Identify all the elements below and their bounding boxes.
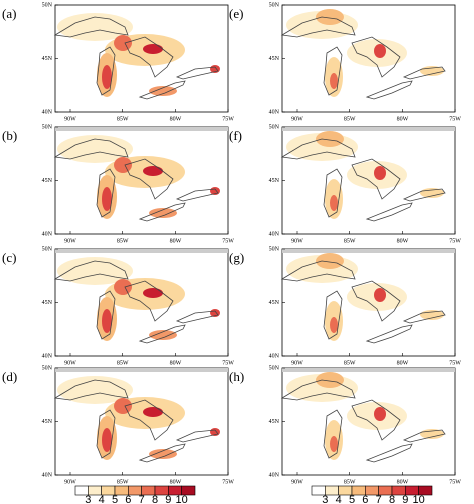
x-tick-label: 80W bbox=[170, 238, 182, 244]
map-panel: 90W 85W 80W 75W 50N 45N 40N bbox=[269, 246, 462, 366]
x-tick-label: 80W bbox=[397, 479, 409, 485]
x-tick-label: 85W bbox=[344, 238, 356, 244]
y-tick-label: 50N bbox=[42, 246, 53, 252]
y-tick-label: 50N bbox=[42, 365, 53, 371]
x-tick-label: 85W bbox=[117, 116, 129, 122]
x-tick-label: 90W bbox=[291, 238, 303, 244]
panel-label: (h) bbox=[229, 369, 244, 384]
y-tick-label: 50N bbox=[269, 2, 280, 8]
x-tick-label: 85W bbox=[117, 479, 129, 485]
map-panel: 90W 85W 80W 75W 50N 45N 40N bbox=[269, 2, 462, 122]
x-tick-label: 90W bbox=[64, 479, 76, 485]
y-tick-label: 40N bbox=[269, 353, 280, 359]
y-tick-label: 45N bbox=[269, 178, 280, 184]
colorbar-label: 10 bbox=[176, 494, 188, 504]
panel-label: (f) bbox=[229, 128, 242, 143]
panel-label: (g) bbox=[229, 250, 244, 265]
colorbar: 3 4 5 6 7 8 9 10 bbox=[311, 485, 433, 504]
colorbar-label: 5 bbox=[349, 494, 355, 504]
x-tick-label: 80W bbox=[397, 360, 409, 366]
colorbar-label: 4 bbox=[336, 494, 342, 504]
y-tick-label: 40N bbox=[42, 109, 53, 115]
y-tick-label: 50N bbox=[269, 365, 280, 371]
x-tick-label: 85W bbox=[117, 238, 129, 244]
y-tick-label: 50N bbox=[269, 124, 280, 130]
map-panel: 90W 85W 80W 75W 50N 45N 40N bbox=[42, 246, 235, 366]
colorbar-box bbox=[181, 485, 196, 496]
x-tick-label: 80W bbox=[170, 360, 182, 366]
x-tick-label: 90W bbox=[291, 479, 303, 485]
colorbar-label: 9 bbox=[165, 494, 171, 504]
x-tick-label: 75W bbox=[449, 360, 461, 366]
y-tick-label: 45N bbox=[42, 178, 53, 184]
x-tick-label: 80W bbox=[397, 116, 409, 122]
panel-label: (b) bbox=[2, 128, 17, 143]
colorbar-label: 7 bbox=[376, 494, 382, 504]
x-tick-label: 90W bbox=[64, 360, 76, 366]
map-panel: 90W 85W 80W 75W 50N 45N 40N bbox=[269, 365, 462, 485]
y-tick-label: 40N bbox=[269, 109, 280, 115]
x-tick-label: 90W bbox=[291, 116, 303, 122]
y-tick-label: 45N bbox=[42, 419, 53, 425]
y-tick-label: 50N bbox=[42, 124, 53, 130]
x-tick-label: 75W bbox=[222, 479, 234, 485]
y-tick-label: 40N bbox=[269, 472, 280, 478]
colorbar-label: 5 bbox=[112, 494, 118, 504]
y-tick-label: 50N bbox=[269, 246, 280, 252]
colorbar-label: 10 bbox=[413, 494, 425, 504]
x-tick-label: 85W bbox=[117, 360, 129, 366]
x-tick-label: 75W bbox=[222, 116, 234, 122]
y-tick-label: 40N bbox=[42, 353, 53, 359]
y-tick-label: 40N bbox=[42, 472, 53, 478]
x-tick-label: 85W bbox=[344, 116, 356, 122]
x-tick-label: 80W bbox=[397, 238, 409, 244]
colorbar-box bbox=[418, 485, 433, 496]
x-tick-label: 80W bbox=[170, 479, 182, 485]
x-tick-label: 75W bbox=[222, 360, 234, 366]
x-tick-label: 90W bbox=[291, 360, 303, 366]
y-tick-label: 40N bbox=[269, 231, 280, 237]
x-tick-label: 85W bbox=[344, 479, 356, 485]
colorbar: 3 4 5 6 7 8 9 10 bbox=[74, 485, 196, 504]
y-tick-label: 45N bbox=[42, 56, 53, 62]
panel-label: (e) bbox=[229, 6, 243, 21]
colorbar-label: 8 bbox=[152, 494, 158, 504]
panel-label: (a) bbox=[2, 6, 16, 21]
y-tick-label: 45N bbox=[42, 300, 53, 306]
colorbar-label: 8 bbox=[389, 494, 395, 504]
x-tick-label: 75W bbox=[449, 238, 461, 244]
colorbar-label: 4 bbox=[99, 494, 105, 504]
y-tick-label: 45N bbox=[269, 419, 280, 425]
panel-label: (c) bbox=[2, 250, 16, 265]
missing-band bbox=[55, 127, 228, 131]
map-panel: 90W 85W 80W 75W 50N 45N 40N bbox=[269, 124, 462, 244]
map-panel: 90W 85W 80W 75W 50N 45N 40N bbox=[42, 365, 235, 485]
missing-band bbox=[282, 368, 455, 372]
colorbar-label: 7 bbox=[139, 494, 145, 504]
y-tick-label: 45N bbox=[269, 300, 280, 306]
colorbar-label: 3 bbox=[322, 494, 328, 504]
missing-band bbox=[282, 249, 455, 253]
y-tick-label: 45N bbox=[269, 56, 280, 62]
x-tick-label: 85W bbox=[344, 360, 356, 366]
missing-band bbox=[55, 368, 228, 372]
x-tick-label: 90W bbox=[64, 116, 76, 122]
x-tick-label: 90W bbox=[64, 238, 76, 244]
missing-band bbox=[282, 127, 455, 131]
missing-band bbox=[55, 249, 228, 253]
map-panel: 90W 85W 80W 75W 50N 45N 40N bbox=[42, 2, 235, 122]
colorbar-label: 9 bbox=[402, 494, 408, 504]
colorbar-label: 3 bbox=[85, 494, 91, 504]
colorbar-label: 6 bbox=[362, 494, 368, 504]
panel-label: (d) bbox=[2, 369, 17, 384]
x-tick-label: 75W bbox=[222, 238, 234, 244]
x-tick-label: 80W bbox=[170, 116, 182, 122]
y-tick-label: 40N bbox=[42, 231, 53, 237]
x-tick-label: 75W bbox=[449, 116, 461, 122]
map-panel: 90W 85W 80W 75W 50N 45N 40N bbox=[42, 124, 235, 244]
x-tick-label: 75W bbox=[449, 479, 461, 485]
colorbar-label: 6 bbox=[125, 494, 131, 504]
y-tick-label: 50N bbox=[42, 2, 53, 8]
